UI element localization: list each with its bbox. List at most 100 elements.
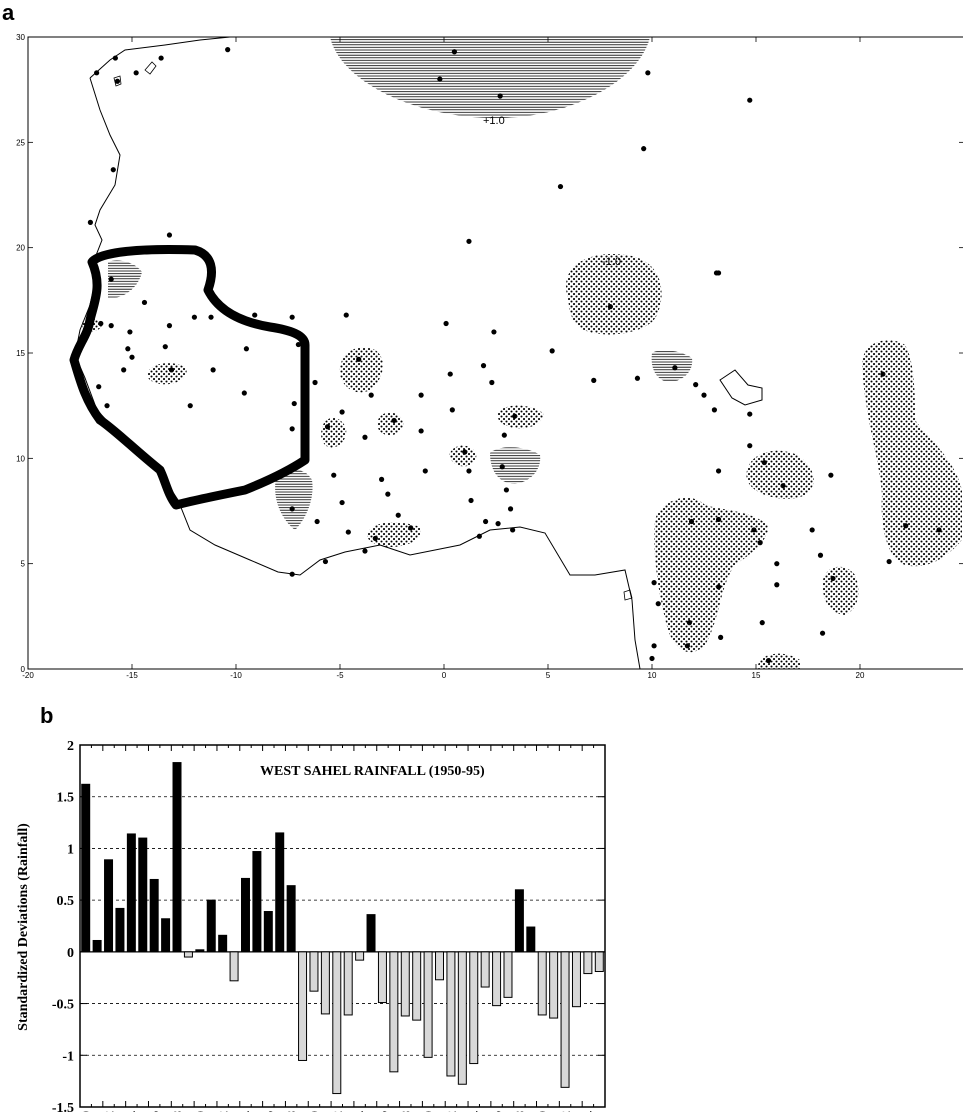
station-point xyxy=(291,400,297,407)
map-y-tick-label: 25 xyxy=(16,138,25,147)
bar-1960 xyxy=(195,949,205,953)
station-point xyxy=(751,527,757,533)
station-point xyxy=(449,407,455,413)
y-tick-label: -1 xyxy=(62,1049,74,1064)
station-point xyxy=(903,523,909,529)
bar-1985 xyxy=(480,951,490,988)
station-point xyxy=(765,657,772,664)
station-point xyxy=(339,499,345,506)
station-point xyxy=(549,348,555,354)
map-y-tick-label: 10 xyxy=(16,454,25,463)
station-point xyxy=(489,379,495,386)
station-point xyxy=(395,512,401,518)
station-point xyxy=(655,601,661,607)
gridlines xyxy=(80,796,605,1056)
station-point xyxy=(210,367,216,373)
station-point xyxy=(125,346,131,352)
station-point xyxy=(191,314,197,320)
bar-1953 xyxy=(115,907,125,953)
station-point xyxy=(468,497,474,504)
station-point xyxy=(408,525,414,531)
bar-1955 xyxy=(138,837,148,953)
station-point xyxy=(314,518,320,525)
bar-1950 xyxy=(81,783,91,953)
station-point xyxy=(591,377,597,383)
station-point xyxy=(466,238,472,244)
station-point xyxy=(501,432,507,438)
station-point xyxy=(379,476,385,482)
station-markers xyxy=(87,47,942,664)
bar-1991 xyxy=(549,951,559,1019)
station-point xyxy=(462,449,468,455)
bar-1974 xyxy=(355,951,365,961)
y-tick-label: 0.5 xyxy=(57,894,75,909)
station-point xyxy=(121,367,127,373)
station-point xyxy=(451,49,457,55)
station-point xyxy=(828,472,834,478)
station-point xyxy=(162,344,168,350)
map-x-tick-label: 10 xyxy=(648,671,657,680)
station-point xyxy=(713,270,720,276)
station-point xyxy=(715,516,722,523)
station-point xyxy=(129,354,135,360)
station-point xyxy=(711,407,718,413)
station-point xyxy=(96,384,102,390)
bar-1983 xyxy=(457,951,467,1085)
bar-1982 xyxy=(446,951,456,1077)
station-point xyxy=(880,371,886,377)
station-point xyxy=(688,518,695,525)
station-point xyxy=(495,521,501,527)
station-point xyxy=(312,379,318,386)
station-point xyxy=(166,323,173,329)
bar-1964 xyxy=(240,877,250,953)
map-y-tick-label: 5 xyxy=(21,560,26,569)
station-point xyxy=(345,529,351,535)
station-point xyxy=(747,443,753,449)
station-point xyxy=(780,483,786,489)
station-point xyxy=(289,506,295,512)
station-point xyxy=(391,417,397,424)
station-point xyxy=(141,299,148,306)
station-point xyxy=(362,434,368,440)
station-point xyxy=(757,540,763,546)
y-axis-label: Standardized Deviations (Rainfall) xyxy=(16,823,31,1031)
panel-letter-b: b xyxy=(40,703,54,728)
station-point xyxy=(112,55,118,61)
station-correlation-map: -20 -15 -10 -5 0 5 10 15 20 0 5 10 15 20 25 30 +1.0 -1.… xyxy=(16,33,963,680)
bar-1959 xyxy=(183,951,193,958)
station-point xyxy=(819,630,826,636)
bar-1966 xyxy=(263,911,273,953)
station-point xyxy=(715,468,722,474)
map-x-tick-label: -15 xyxy=(126,671,138,680)
station-point xyxy=(447,371,453,377)
map-y-tick-label: 30 xyxy=(16,33,25,42)
station-point xyxy=(331,472,337,478)
bar-1988 xyxy=(514,889,524,953)
station-point xyxy=(747,97,753,103)
bar-1973 xyxy=(343,951,353,1016)
station-point xyxy=(158,55,164,61)
station-point xyxy=(418,392,424,398)
bar-1993 xyxy=(571,951,581,1008)
map-x-tick-label: -20 xyxy=(22,671,34,680)
contour-label-positive: +1.0 xyxy=(483,115,505,127)
station-point xyxy=(499,464,505,470)
station-point xyxy=(634,375,641,381)
station-point xyxy=(289,314,295,320)
bar-1967 xyxy=(275,832,285,953)
west-sahel-region-outline xyxy=(69,245,310,510)
station-point xyxy=(110,167,116,173)
map-y-tick-label: 15 xyxy=(16,349,25,358)
station-point xyxy=(127,329,133,335)
station-point xyxy=(476,533,482,539)
map-x-tick-label: 5 xyxy=(546,671,551,680)
bar-1977 xyxy=(389,951,399,1073)
chart-title: WEST SAHEL RAINFALL (1950-95) xyxy=(260,764,485,779)
station-point xyxy=(651,580,657,586)
y-tick-label: 1 xyxy=(67,842,74,857)
station-point xyxy=(701,392,707,398)
y-tick-label: 0 xyxy=(67,946,74,961)
map-y-tick-label: 0 xyxy=(21,665,26,674)
station-point xyxy=(557,183,564,190)
